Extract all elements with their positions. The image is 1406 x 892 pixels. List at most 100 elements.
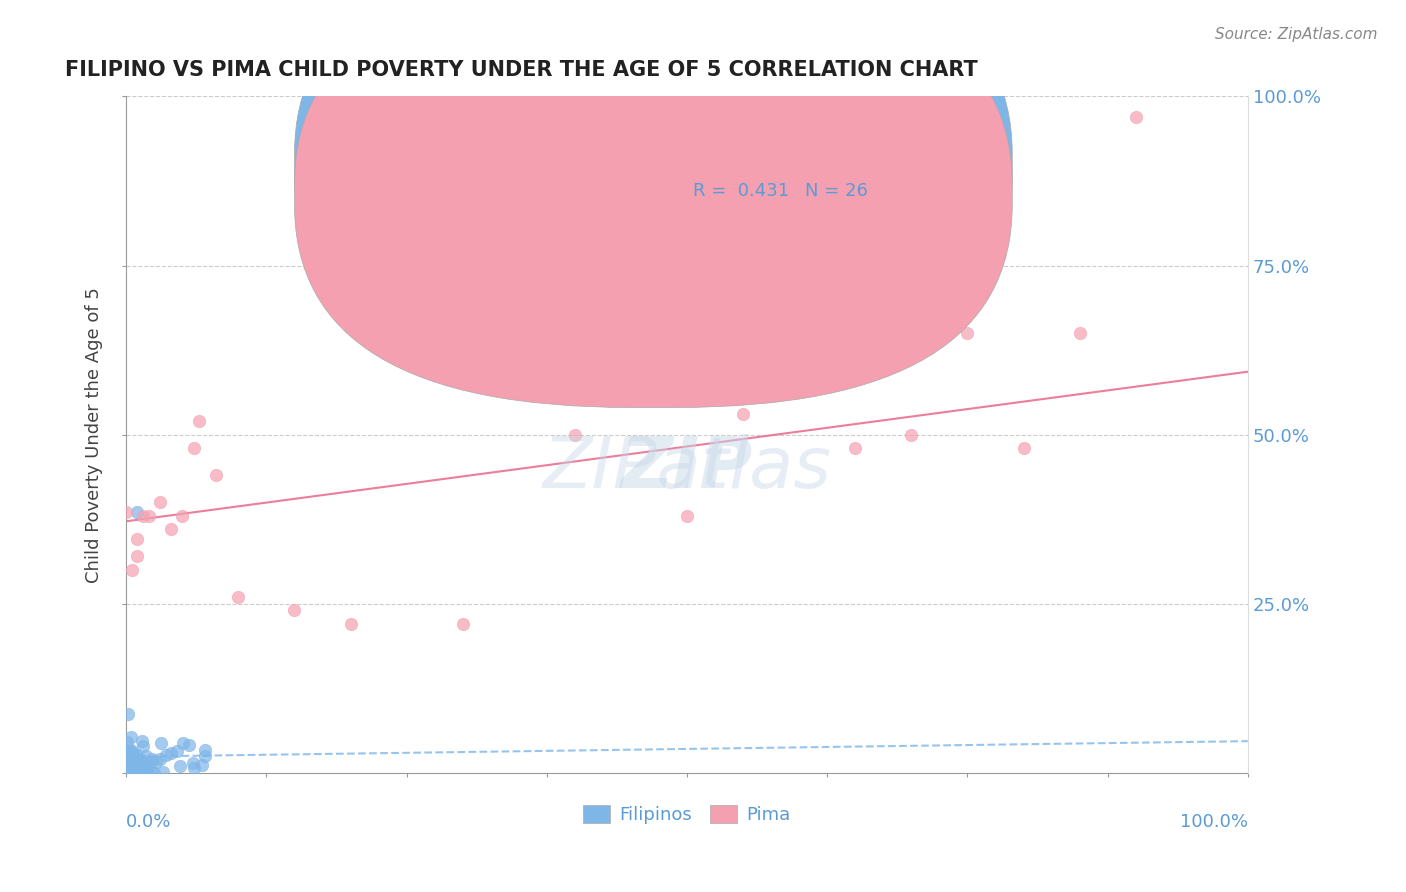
Point <box>128 753 150 767</box>
Point <box>117 765 139 780</box>
Text: R = 0.009: R = 0.009 <box>693 152 783 169</box>
Point <box>152 765 174 780</box>
Point <box>117 756 139 770</box>
Text: ZIP: ZIP <box>621 434 754 503</box>
Text: N = 26: N = 26 <box>804 182 868 200</box>
Point <box>132 739 155 753</box>
Point <box>131 761 153 775</box>
Point <box>139 762 162 776</box>
Point <box>127 533 149 547</box>
Point <box>564 427 586 442</box>
Point <box>128 752 150 766</box>
Point <box>127 505 149 519</box>
Point <box>118 756 141 771</box>
Point <box>117 747 139 761</box>
Point <box>125 747 148 762</box>
Point <box>956 326 979 340</box>
Text: ZIPatlas: ZIPatlas <box>543 434 831 503</box>
Point <box>115 743 138 757</box>
Point <box>131 764 153 778</box>
Point <box>122 760 145 774</box>
Point <box>149 752 172 766</box>
Point <box>183 441 205 455</box>
Point <box>179 738 201 752</box>
Point <box>149 495 172 509</box>
Point <box>733 407 755 421</box>
Point <box>128 761 150 775</box>
Point <box>120 764 142 779</box>
Point <box>125 760 148 774</box>
Point <box>228 590 250 604</box>
Point <box>124 764 146 779</box>
FancyBboxPatch shape <box>294 0 1012 377</box>
Point <box>135 763 157 777</box>
Point <box>145 755 167 769</box>
Text: R =  0.431: R = 0.431 <box>693 182 789 200</box>
Point <box>135 748 157 763</box>
Point <box>1069 326 1091 340</box>
Point <box>122 760 145 774</box>
Point <box>844 441 866 455</box>
Point <box>169 758 191 772</box>
Point <box>142 765 165 780</box>
Point <box>141 752 163 766</box>
Text: 100.0%: 100.0% <box>1180 813 1249 830</box>
Point <box>194 749 217 764</box>
Point <box>160 522 183 536</box>
Point <box>121 746 143 760</box>
Point <box>787 340 810 354</box>
Point <box>124 764 146 778</box>
Text: FILIPINO VS PIMA CHILD POVERTY UNDER THE AGE OF 5 CORRELATION CHART: FILIPINO VS PIMA CHILD POVERTY UNDER THE… <box>65 60 977 79</box>
Text: Source: ZipAtlas.com: Source: ZipAtlas.com <box>1215 27 1378 42</box>
Point <box>117 735 139 749</box>
Point <box>115 762 138 776</box>
Point <box>900 427 922 442</box>
Point <box>132 764 155 778</box>
FancyBboxPatch shape <box>609 137 922 232</box>
Point <box>183 761 205 775</box>
Point <box>676 508 699 523</box>
Point <box>160 746 183 760</box>
Point <box>155 748 177 763</box>
Point <box>149 736 172 750</box>
Point <box>120 730 142 744</box>
Point <box>135 763 157 777</box>
Point <box>181 756 204 770</box>
Point <box>166 744 188 758</box>
Point <box>135 764 157 778</box>
Point <box>136 755 159 769</box>
Point <box>124 761 146 775</box>
Point <box>118 744 141 758</box>
Point <box>136 764 159 779</box>
Point <box>122 747 145 761</box>
FancyBboxPatch shape <box>294 0 1012 408</box>
Point <box>118 761 141 775</box>
Point <box>451 617 474 632</box>
Point <box>172 508 194 523</box>
Point <box>138 508 160 523</box>
Point <box>118 764 141 779</box>
Point <box>132 508 155 523</box>
Point <box>121 563 143 577</box>
Point <box>117 707 139 722</box>
Point <box>120 760 142 774</box>
Y-axis label: Child Poverty Under the Age of 5: Child Poverty Under the Age of 5 <box>86 286 103 582</box>
Point <box>120 743 142 757</box>
Point <box>120 746 142 760</box>
Text: N = 63: N = 63 <box>804 152 868 169</box>
Point <box>122 762 145 776</box>
Point <box>191 758 214 772</box>
Point <box>283 603 305 617</box>
Text: 0.0%: 0.0% <box>127 813 172 830</box>
Point <box>188 414 211 428</box>
Point <box>124 764 146 779</box>
Point <box>131 733 153 747</box>
Point <box>120 757 142 772</box>
Legend: Filipinos, Pima: Filipinos, Pima <box>576 797 797 831</box>
Point <box>1012 441 1035 455</box>
Point <box>1125 110 1147 124</box>
Point <box>172 735 194 749</box>
Point <box>205 468 228 483</box>
Point <box>193 743 215 757</box>
Point <box>339 617 361 632</box>
